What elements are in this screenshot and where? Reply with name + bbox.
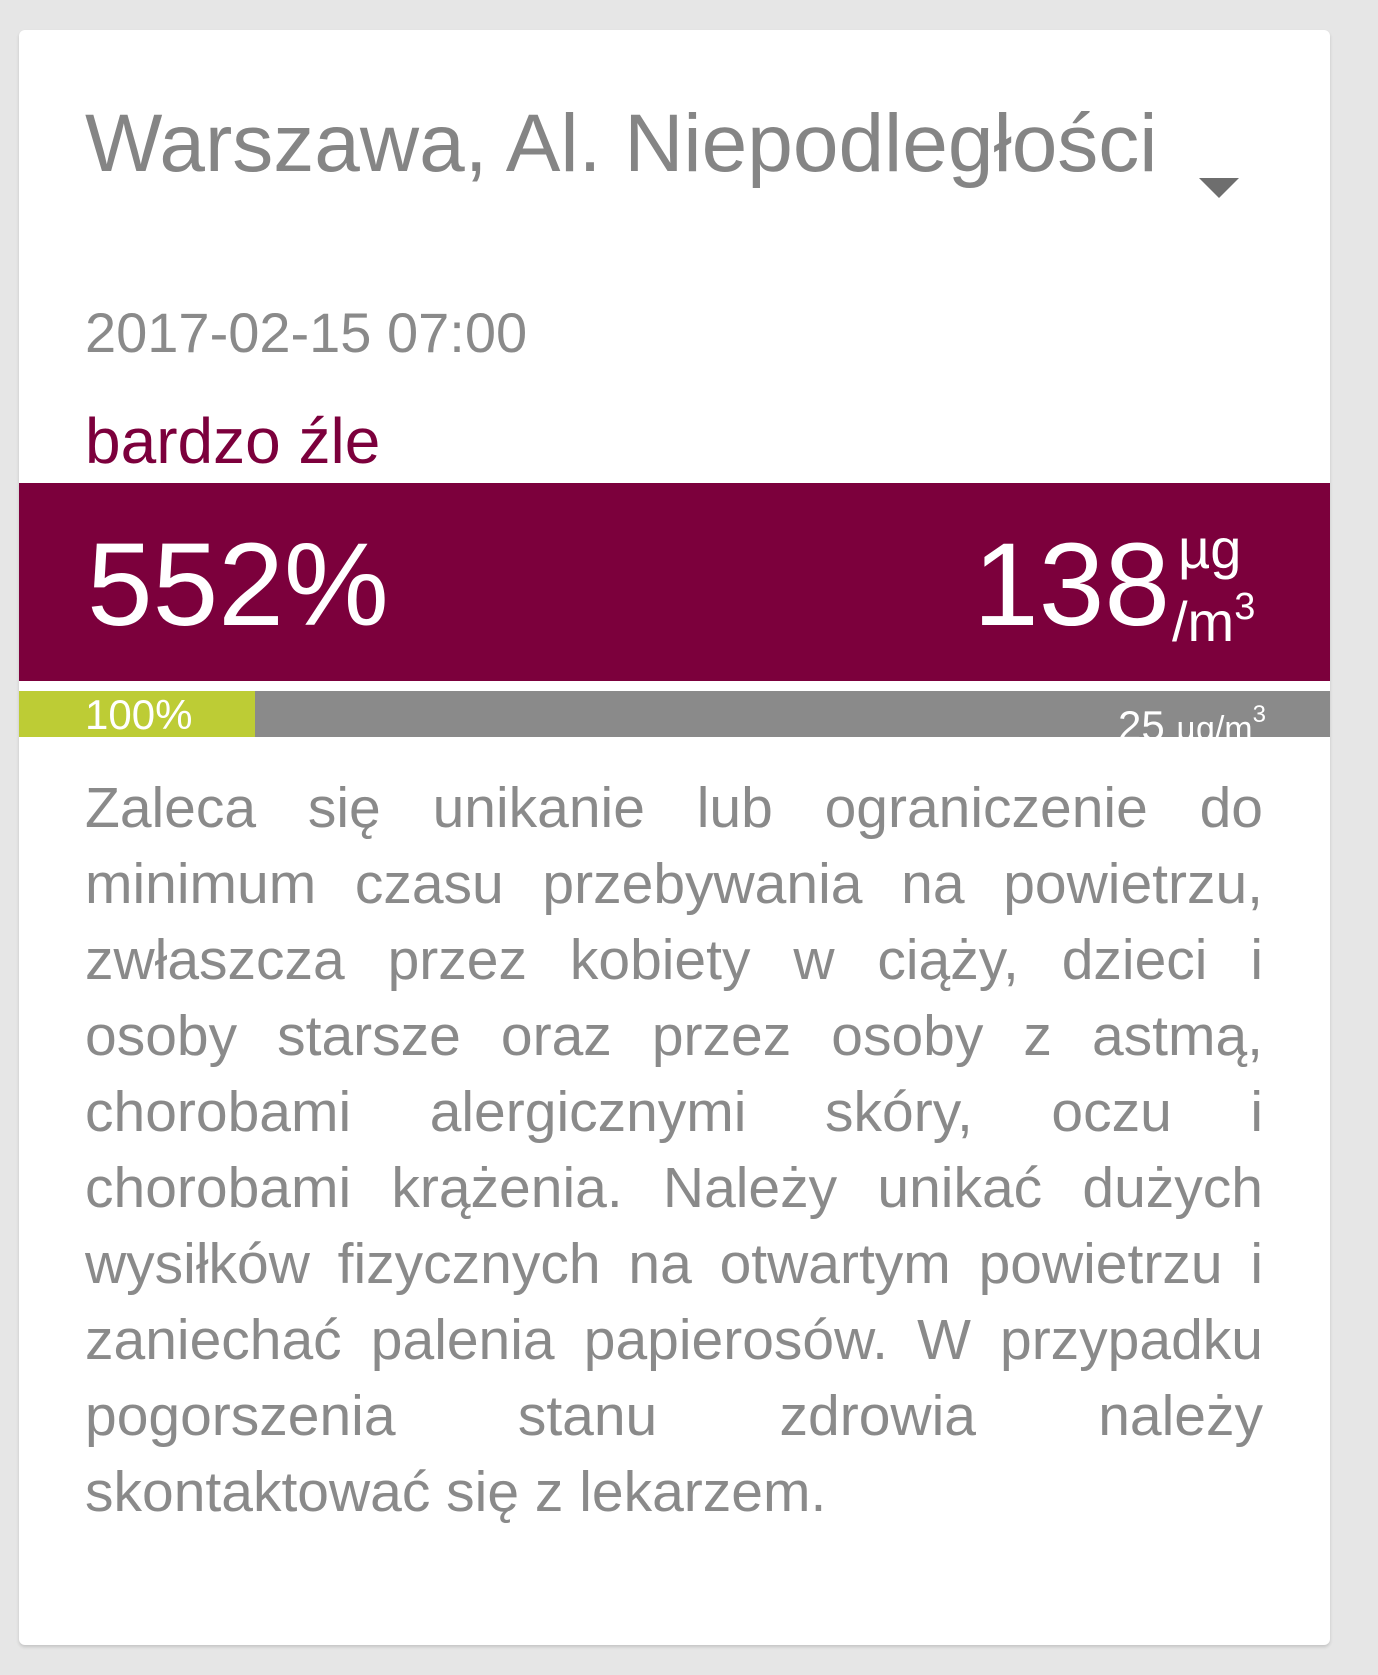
unit-bottom-text: /m [1172, 590, 1235, 653]
health-advice: Zaleca się unikanie lub ograniczenie do … [85, 776, 1263, 1524]
quality-status: bardzo źle [85, 405, 381, 477]
norm-bar: 100% 25 µg/m3 [19, 691, 1330, 748]
unit-bottom: /m3 [1172, 577, 1255, 652]
unit-top: µg [1178, 517, 1242, 580]
concentration-unit: µg/m3 [1170, 519, 1268, 652]
norm-unit: µg/m [1176, 710, 1253, 748]
norm-value: 25 [1117, 702, 1165, 749]
concentration-value: 138 [973, 519, 1170, 651]
measurement-datetime: 2017-02-15 07:00 [85, 301, 528, 364]
quality-band: 552% 138 µg/m3 [19, 483, 1330, 681]
norm-bar-fill [19, 691, 255, 737]
norm-unit-exp: 3 [1252, 701, 1266, 728]
air-quality-card: Warszawa, Al. Niepodległości 2017-02-15 … [19, 30, 1330, 1645]
norm-value-label: 25 µg/m3 [1118, 693, 1266, 751]
norm-percent-label: 100% [85, 691, 193, 738]
triangle-down-icon[interactable] [1199, 178, 1239, 198]
percent-of-norm: 552% [87, 519, 389, 651]
concentration: 138 µg/m3 [973, 519, 1268, 652]
station-title: Warszawa, Al. Niepodległości [85, 98, 1158, 189]
unit-exp: 3 [1234, 586, 1256, 628]
